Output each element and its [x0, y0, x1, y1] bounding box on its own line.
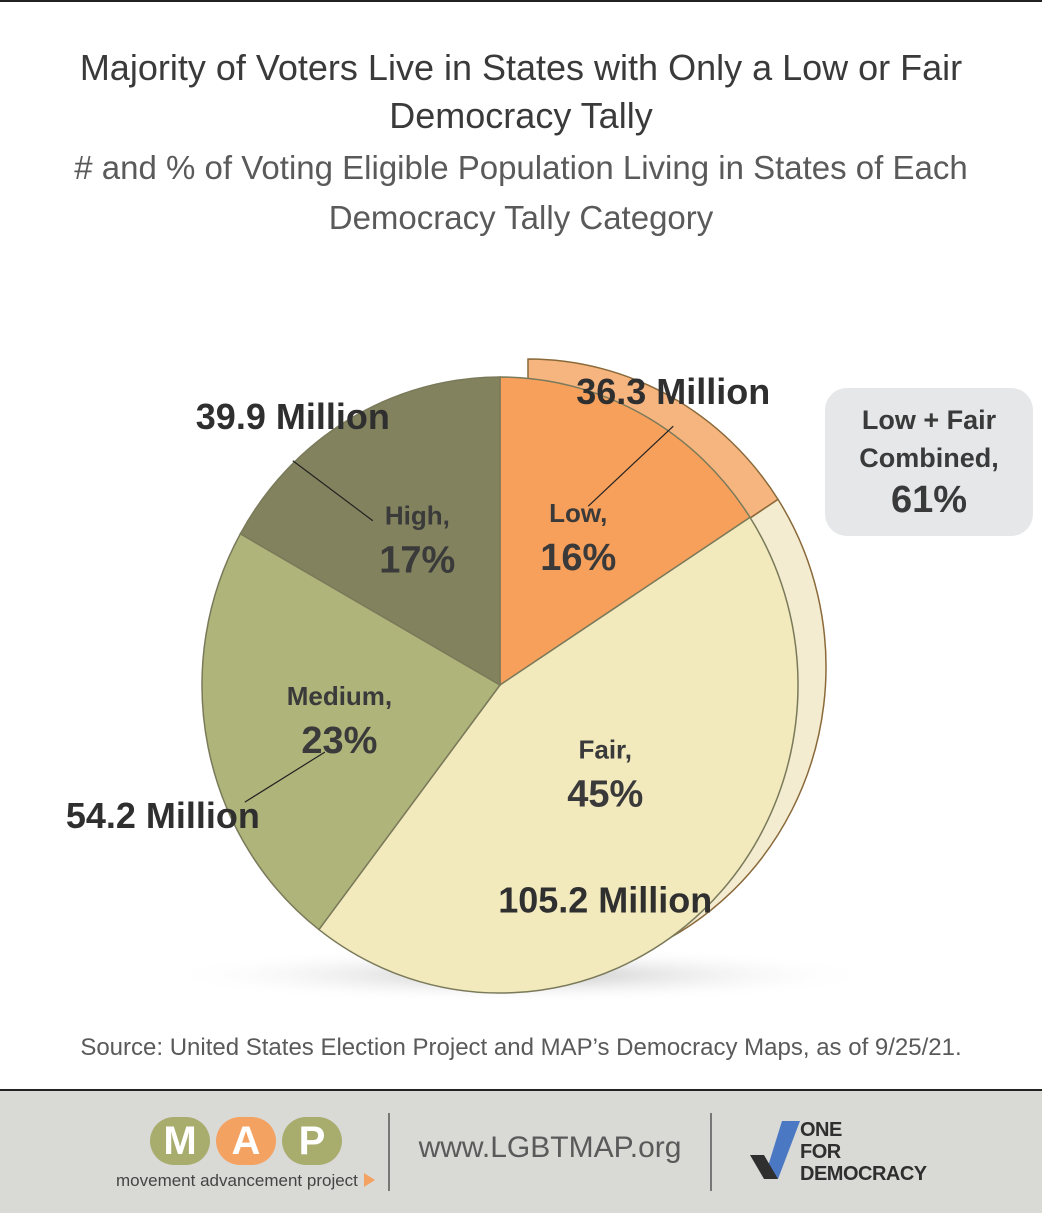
slice-percent-low: 16%: [540, 537, 616, 579]
slice-label-low: Low,: [549, 498, 607, 528]
ofd-line: FOR: [800, 1141, 841, 1163]
slice-label-high: High,: [385, 501, 450, 531]
slice-percent-high: 17%: [379, 540, 455, 582]
value-callout-low: 36.3 Million: [576, 371, 770, 412]
map-letter-p: P: [282, 1117, 342, 1165]
chart-subtitle: # and % of Voting Eligible Population Li…: [74, 149, 968, 236]
map-letter-a: A: [216, 1117, 276, 1165]
pie-chart: Low, 16% Fair, 45% Medium, 23% High, 17% 36.3 Mi…: [66, 358, 880, 1003]
value-callout-fair: 105.2 Million: [498, 880, 712, 921]
pie-slice-fair: [317, 516, 799, 994]
map-tagline-text: movement advancement project: [116, 1171, 358, 1190]
ofd-line: ONE: [800, 1119, 842, 1141]
footer-divider: [388, 1113, 390, 1191]
ofd-line: DEMOCRACY: [800, 1163, 927, 1185]
top-rule: [0, 0, 1042, 2]
slice-percent-medium: 23%: [301, 720, 377, 762]
check-mark-icon: [750, 1121, 800, 1179]
chart-title: Majority of Voters Live in States with O…: [79, 47, 963, 136]
leader-line-high: [292, 460, 374, 522]
pie-slice-high: [239, 376, 501, 687]
website-link[interactable]: www.LGBTMAP.org: [418, 1131, 682, 1164]
footer-divider: [710, 1113, 712, 1191]
value-callout-high: 39.9 Million: [196, 396, 390, 437]
pie-slice-low: [499, 376, 752, 687]
leader-line-low: [587, 425, 674, 507]
play-arrow-icon: [363, 1173, 375, 1187]
slice-label-medium: Medium,: [287, 681, 392, 711]
combined-annotation-value: 61%: [890, 479, 968, 521]
map-logo[interactable]: M A P movement advancement project: [112, 1117, 375, 1197]
map-tagline: movement advancement project: [116, 1171, 375, 1191]
map-letter-m: M: [150, 1117, 210, 1165]
one-for-democracy-logo[interactable]: ONE FOR DEMOCRACY: [748, 1115, 948, 1195]
slice-percent-fair: 45%: [567, 774, 643, 816]
slice-label-fair: Fair,: [578, 735, 631, 765]
map-letters: M A P: [150, 1117, 342, 1165]
combined-annotation: Low + Fair Combined, 61%: [825, 388, 1033, 536]
leader-line-medium: [244, 751, 326, 803]
value-callout-medium: 54.2 Million: [66, 795, 260, 836]
footer: M A P movement advancement project www.L…: [0, 1089, 1042, 1213]
combined-annotation-label: Low + Fair Combined,: [859, 405, 999, 473]
ofd-wordmark: ONE FOR DEMOCRACY: [800, 1119, 927, 1185]
source-note: Source: United States Election Project a…: [80, 1034, 962, 1061]
pie-slice-medium: [201, 532, 502, 931]
